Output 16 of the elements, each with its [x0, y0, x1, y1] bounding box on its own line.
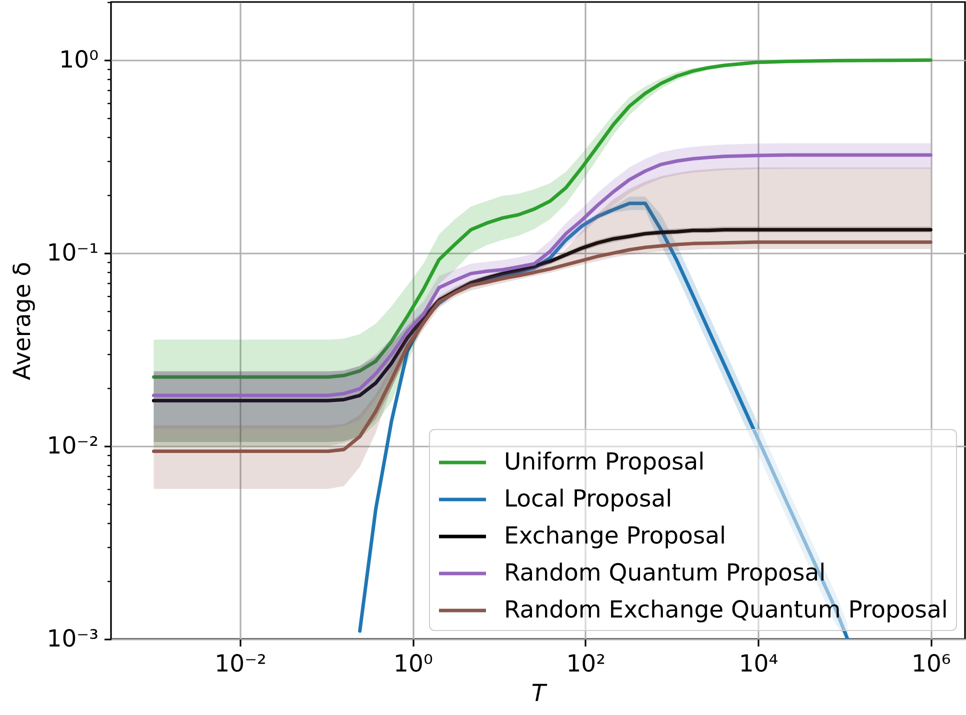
x-tick-label: 10⁴	[738, 650, 778, 678]
legend-label: Random Exchange Quantum Proposal	[504, 596, 948, 624]
y-tick-label: 10⁻¹	[46, 238, 98, 267]
legend-label: Uniform Proposal	[504, 448, 705, 476]
y-tick-label: 10⁰	[59, 46, 98, 74]
x-tick-label: 10²	[566, 650, 606, 678]
y-tick-label: 10⁻³	[46, 624, 98, 652]
legend-label: Exchange Proposal	[504, 522, 726, 550]
legend-label: Local Proposal	[504, 484, 672, 512]
x-axis-title: T	[531, 679, 548, 707]
legend-label: Random Quantum Proposal	[504, 558, 826, 586]
y-tick-label: 10⁻²	[46, 432, 98, 460]
y-axis-title: Average δ	[8, 262, 36, 380]
x-tick-label: 10⁶	[911, 650, 951, 678]
x-tick-label: 10⁻²	[214, 650, 266, 678]
x-tick-label: 10⁰	[394, 650, 433, 678]
